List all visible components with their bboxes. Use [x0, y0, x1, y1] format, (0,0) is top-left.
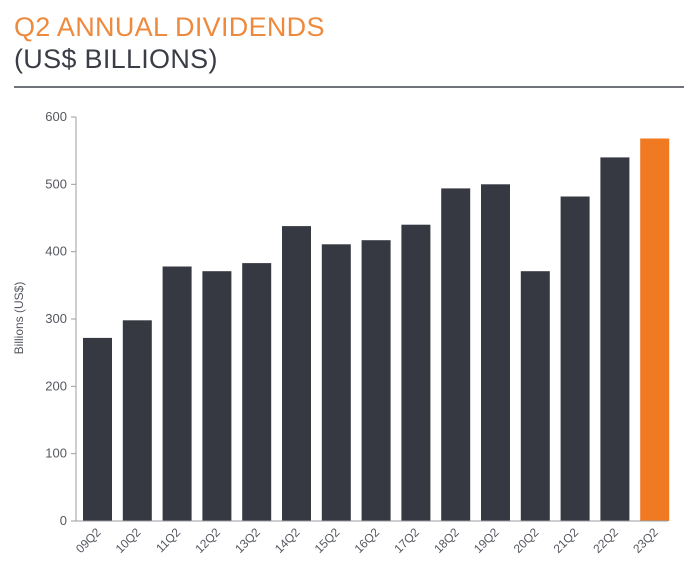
chart-title: Q2 ANNUAL DIVIDENDS — [14, 12, 325, 42]
bar — [122, 320, 152, 521]
x-tick-label: 21Q2 — [551, 525, 582, 556]
x-tick-label: 23Q2 — [630, 525, 661, 556]
y-tick-label: 200 — [45, 378, 67, 393]
x-tick-label: 11Q2 — [153, 525, 183, 555]
chart-subtitle: (US$ BILLIONS) — [14, 44, 218, 74]
bar — [481, 184, 510, 522]
y-axis-title: Billions (US$) — [12, 282, 26, 355]
x-tick-label: 13Q2 — [232, 525, 263, 556]
bar — [162, 266, 192, 521]
bar-highlighted — [640, 138, 670, 521]
title-divider — [14, 86, 684, 88]
bar — [202, 271, 232, 521]
x-tick-label: 12Q2 — [192, 525, 223, 556]
bar — [361, 240, 391, 521]
x-tick-label: 16Q2 — [352, 525, 383, 556]
y-tick-label: 400 — [45, 244, 67, 259]
x-tick-label: 20Q2 — [511, 525, 542, 556]
y-tick-label: 100 — [45, 446, 67, 461]
x-tick-label: 18Q2 — [431, 525, 462, 556]
bar — [83, 337, 112, 521]
x-tick-label: 14Q2 — [272, 525, 303, 556]
y-tick-label: 300 — [45, 311, 67, 326]
bar — [520, 271, 550, 521]
bar — [321, 244, 351, 522]
bars — [83, 138, 670, 522]
x-axis: 09Q2 10Q2 11Q2 12Q2 13Q2 14Q2 15Q2 16Q2 17Q2 18Q2… — [73, 520, 668, 556]
x-tick-label: 09Q2 — [73, 525, 104, 556]
bar — [401, 224, 431, 521]
y-axis: 0 100 200 300 400 500 600 — [45, 109, 77, 528]
x-tick-label: 19Q2 — [471, 525, 502, 556]
y-tick-label: 600 — [45, 109, 67, 124]
y-tick-label: 500 — [45, 176, 67, 191]
x-tick-label: 15Q2 — [312, 525, 343, 556]
bar — [441, 188, 471, 521]
bar — [282, 226, 311, 521]
bar — [242, 263, 272, 521]
bar — [560, 196, 590, 521]
x-tick-label: 22Q2 — [590, 525, 621, 556]
x-tick-label: 17Q2 — [391, 525, 422, 556]
y-tick-label: 0 — [60, 513, 67, 528]
bar — [600, 157, 630, 521]
x-tick-label: 10Q2 — [113, 525, 144, 556]
